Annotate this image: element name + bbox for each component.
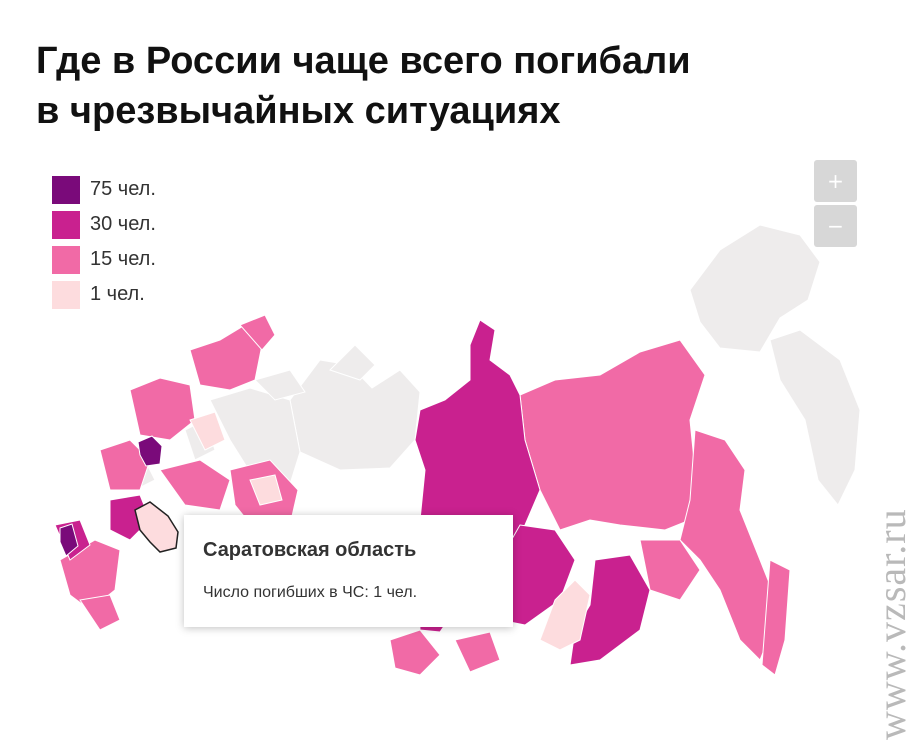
tooltip-value-text: Число погибших в ЧС: 1 чел. xyxy=(203,584,418,601)
legend-item: 75 чел. xyxy=(52,172,156,207)
region-north-low[interactable] xyxy=(189,411,226,451)
legend-label: 1 чел. xyxy=(90,283,145,305)
tooltip-region-name: Саратовская область xyxy=(203,539,417,561)
region-tuva[interactable] xyxy=(454,631,501,673)
region-nenets[interactable] xyxy=(254,369,306,401)
legend-item: 1 чел. xyxy=(52,277,156,312)
region-yakutia[interactable] xyxy=(519,339,706,531)
map-regions-low xyxy=(134,411,591,651)
region-south-1[interactable] xyxy=(59,539,121,611)
region-arctic-islands[interactable] xyxy=(329,344,376,381)
legend-swatch xyxy=(52,175,80,204)
region-tooltip: Саратовская область Число погибших в ЧС:… xyxy=(184,515,513,627)
legend-label: 75 чел. xyxy=(90,178,156,200)
chart-title: Где в России чаще всего погибали в чрезв… xyxy=(36,36,691,136)
region-central-2[interactable] xyxy=(99,439,151,491)
region-chukotka[interactable] xyxy=(689,224,821,353)
region-saratov[interactable] xyxy=(134,501,179,553)
region-altai[interactable] xyxy=(389,629,441,676)
region-moscow[interactable] xyxy=(137,435,163,467)
region-buryatia[interactable] xyxy=(539,579,591,651)
region-chechnya[interactable] xyxy=(59,523,79,557)
region-volga-low[interactable] xyxy=(249,474,283,506)
map-regions-mid xyxy=(59,314,791,676)
legend-label: 15 чел. xyxy=(90,248,156,270)
region-sakhalin[interactable] xyxy=(761,559,791,676)
watermark: www.vzsar.ru xyxy=(869,508,914,740)
legend-swatch xyxy=(52,210,80,239)
region-amur[interactable] xyxy=(639,539,701,601)
map-legend: 75 чел. 30 чел. 15 чел. 1 чел. xyxy=(52,172,156,312)
title-line-1: Где в России чаще всего погибали xyxy=(36,40,691,82)
region-karelia[interactable] xyxy=(189,324,263,391)
region-kamchatka[interactable] xyxy=(769,329,861,506)
region-central-3[interactable] xyxy=(159,459,231,511)
map-regions-max xyxy=(59,435,163,557)
legend-item: 30 чел. xyxy=(52,207,156,242)
legend-swatch xyxy=(52,280,80,309)
region-murmansk[interactable] xyxy=(239,314,276,351)
zoom-in-button[interactable]: + xyxy=(814,160,857,202)
zoom-out-button[interactable]: − xyxy=(814,205,857,247)
legend-label: 30 чел. xyxy=(90,213,156,235)
title-line-2: в чрезвычайных ситуациях xyxy=(36,90,561,132)
legend-item: 15 чел. xyxy=(52,242,156,277)
legend-swatch xyxy=(52,245,80,274)
region-south-2[interactable] xyxy=(79,594,121,631)
